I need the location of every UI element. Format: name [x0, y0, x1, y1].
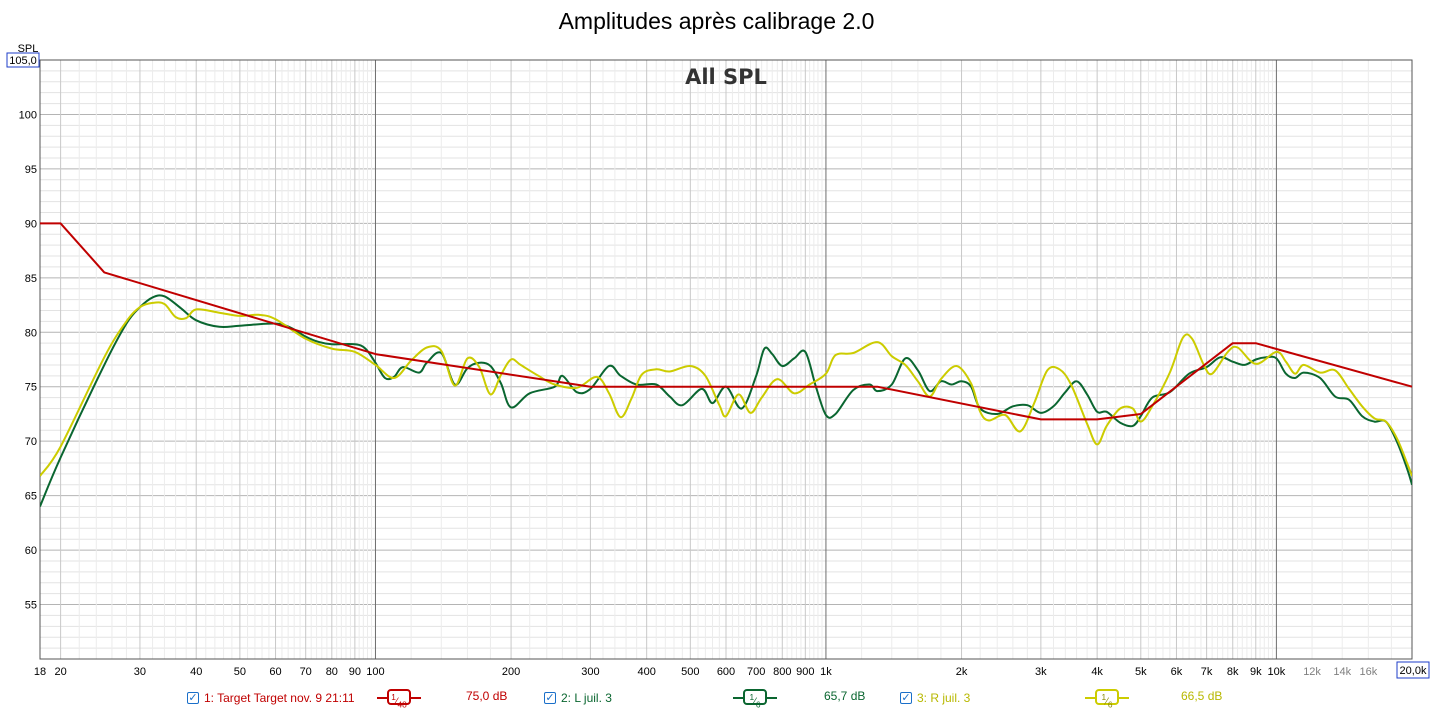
level-right: 66,5 dB	[1181, 689, 1223, 703]
level-left: 65,7 dB	[824, 689, 866, 703]
legend-entry-target[interactable]: ✓ 1: Target Target nov. 9 21:11	[187, 689, 355, 707]
x-tick-label: 50	[234, 666, 246, 678]
legend-label-target: 1: Target Target nov. 9 21:11	[204, 691, 355, 705]
window-title: Amplitudes après calibrage 2.0	[558, 8, 875, 34]
y-tick-label: 60	[25, 545, 37, 557]
x-tick-label: 10k	[1268, 666, 1286, 678]
smoothing-badge-left[interactable]: 1⁄6	[733, 688, 777, 709]
x-tick-label: 7k	[1201, 666, 1213, 678]
y-tick-label: 70	[25, 436, 37, 448]
x-tick-label: 14k	[1333, 666, 1351, 678]
x-tick-label: 70	[300, 666, 312, 678]
y-tick-label: 65	[25, 491, 37, 503]
x-tick-label: 800	[773, 666, 791, 678]
x-tick-label: 900	[796, 666, 814, 678]
y-axis-label: SPL	[18, 43, 39, 55]
legend-entry-right[interactable]: ✓ 3: R juil. 3	[900, 689, 970, 707]
x-tick-label: 8k	[1227, 666, 1239, 678]
y-top-value: 105,0	[9, 55, 37, 67]
chart-inner-title: All SPL	[685, 65, 767, 89]
x-tick-label: 18	[34, 666, 46, 678]
y-tick-label: 80	[25, 327, 37, 339]
series-line-right	[40, 301, 1412, 477]
grid-lines	[40, 59, 1413, 660]
x-tick-label: 40	[190, 666, 202, 678]
checkbox-right[interactable]: ✓	[900, 692, 912, 704]
checkbox-left[interactable]: ✓	[544, 692, 556, 704]
smoothing-badge-target[interactable]: 1⁄48	[377, 688, 421, 709]
x-tick-label: 5k	[1135, 666, 1147, 678]
x-tick-label: 80	[326, 666, 338, 678]
x-tick-label: 1k	[820, 666, 832, 678]
x-tick-label: 20	[54, 666, 66, 678]
y-top-box	[6, 52, 40, 68]
x-tick-label: 100	[366, 666, 384, 678]
x-tick-label: 30	[134, 666, 146, 678]
x-tick-label: 6k	[1171, 666, 1183, 678]
x-tick-label: 300	[581, 666, 599, 678]
x-tick-label: 9k	[1250, 666, 1262, 678]
x-tick-label: 60	[269, 666, 281, 678]
x-tick-label: 3k	[1035, 666, 1047, 678]
y-tick-label: 75	[25, 382, 37, 394]
x-tick-label: 16k	[1359, 666, 1377, 678]
x-tick-label: 2k	[956, 666, 968, 678]
plot-frame	[39, 59, 1413, 660]
x-tick-label: 500	[681, 666, 699, 678]
x-tick-label: 600	[717, 666, 735, 678]
legend-entry-left[interactable]: ✓ 2: L juil. 3	[544, 689, 612, 707]
x-end-box	[1396, 661, 1430, 679]
x-tick-label: 200	[502, 666, 520, 678]
level-target: 75,0 dB	[466, 689, 508, 703]
smoothing-badge-right[interactable]: 1⁄6	[1085, 688, 1129, 709]
y-tick-label: 85	[25, 273, 37, 285]
x-tick-label: 400	[637, 666, 655, 678]
x-tick-label: 12k	[1303, 666, 1321, 678]
y-tick-label: 90	[25, 218, 37, 230]
x-end-value: 20,0k	[1400, 665, 1427, 677]
x-tick-label: 4k	[1091, 666, 1103, 678]
x-tick-label: 90	[349, 666, 361, 678]
y-tick-label: 95	[25, 164, 37, 176]
x-tick-label: 700	[747, 666, 765, 678]
series-line-left	[40, 294, 1412, 507]
legend-label-right: 3: R juil. 3	[917, 691, 971, 705]
checkbox-target[interactable]: ✓	[187, 692, 199, 704]
legend-label-left: 2: L juil. 3	[561, 691, 612, 705]
y-tick-label: 100	[19, 109, 37, 121]
series-line-target	[40, 222, 1412, 421]
y-tick-label: 55	[25, 600, 37, 612]
